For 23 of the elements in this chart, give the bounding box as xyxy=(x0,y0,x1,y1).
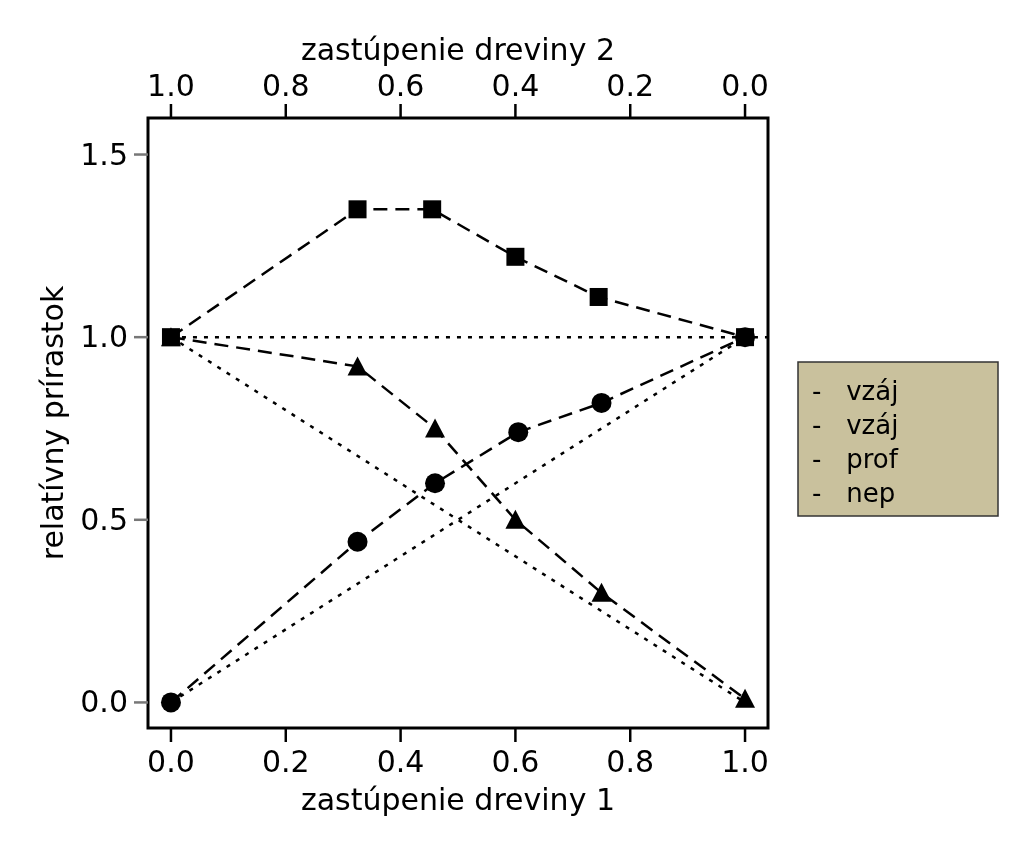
text: - prof xyxy=(812,444,899,474)
y-tick-label: 0.5 xyxy=(80,501,128,537)
x2-tick-label: 1.0 xyxy=(147,68,195,103)
y-tick-label: 1.5 xyxy=(80,136,128,172)
x-tick-label: 0.8 xyxy=(606,744,655,779)
x2-tick-label: 0.8 xyxy=(261,68,310,103)
x-tick-label: 0.6 xyxy=(491,744,540,779)
text: - vzáj xyxy=(812,410,899,440)
x2-tick-label: 0.6 xyxy=(376,68,425,103)
y-tick-label: 0.0 xyxy=(80,684,128,720)
x-axis-title: zastúpenie dreviny 1 xyxy=(300,782,616,817)
x-tick-label: 0.2 xyxy=(261,744,310,779)
x2-tick-label: 0.4 xyxy=(491,68,540,103)
x-tick-label: 0.0 xyxy=(147,744,195,779)
y-axis-title: relatívny prírastok xyxy=(35,285,70,561)
text: - nep xyxy=(812,478,896,508)
x2-tick-label: 0.0 xyxy=(721,68,769,103)
x2-tick-label: 0.2 xyxy=(606,68,655,103)
text: - vzáj xyxy=(812,376,899,406)
x-tick-label: 1.0 xyxy=(721,744,769,779)
x-tick-label: 0.4 xyxy=(376,744,425,779)
y-tick-label: 1.0 xyxy=(80,319,128,355)
x2-axis-title: zastúpenie dreviny 2 xyxy=(300,32,616,67)
